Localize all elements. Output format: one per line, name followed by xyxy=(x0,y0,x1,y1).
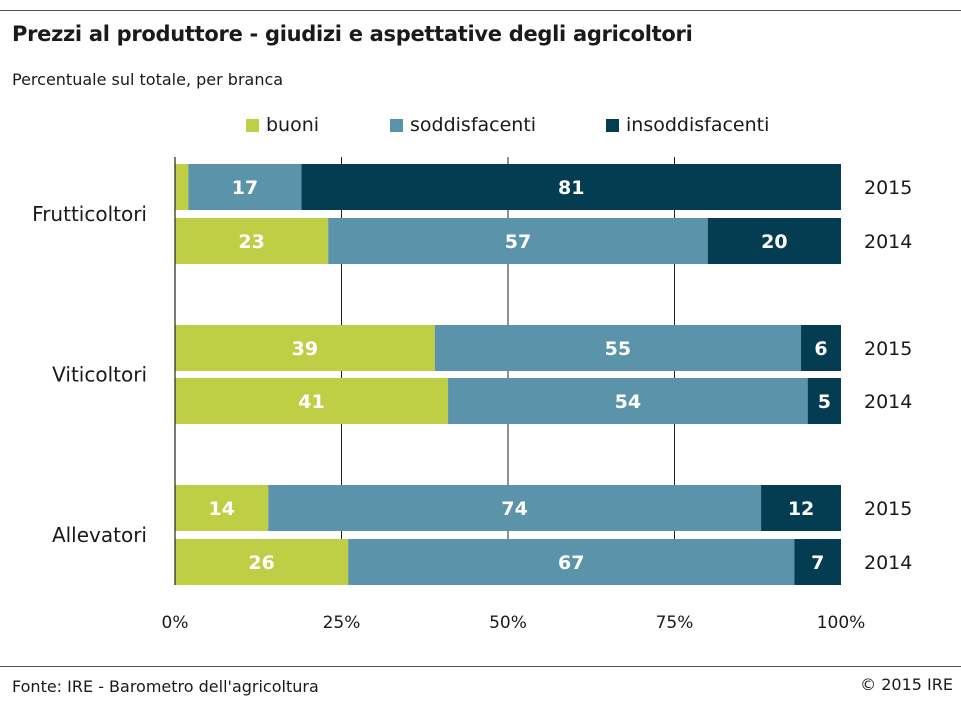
category-label: Viticoltori xyxy=(52,363,147,387)
data-label: 74 xyxy=(501,498,527,520)
copyright-note: © 2015 IRE xyxy=(860,675,953,694)
x-tick-label: 0% xyxy=(162,613,189,633)
legend-item-insoddisfacenti: insoddisfacenti xyxy=(606,114,769,136)
bar-segment-soddisfacenti xyxy=(348,539,795,585)
bar-segment-insoddisfacenti xyxy=(301,164,841,210)
year-label: 2015 xyxy=(864,177,912,199)
legend-label-insoddisfacenti: insoddisfacenti xyxy=(626,114,770,136)
data-label: 12 xyxy=(788,498,814,520)
year-label: 2015 xyxy=(864,498,912,520)
data-label: 20 xyxy=(761,231,787,253)
data-label: 39 xyxy=(292,338,318,360)
bar-segment-buoni xyxy=(175,218,329,264)
top-rule xyxy=(0,10,961,11)
chart-title: Prezzi al produttore - giudizi e aspetta… xyxy=(12,22,693,46)
legend-label-soddisfacenti: soddisfacenti xyxy=(410,114,537,136)
x-tick-label: 100% xyxy=(817,613,866,633)
x-tick-label: 25% xyxy=(323,613,361,633)
bar-segment-soddisfacenti xyxy=(448,378,808,424)
data-label: 7 xyxy=(811,552,824,574)
bar-segment-buoni xyxy=(175,485,269,531)
year-label: 2014 xyxy=(864,231,912,253)
data-label: 81 xyxy=(558,177,584,199)
bar-segment-insoddisfacenti xyxy=(761,485,841,531)
category-label: Allevatori xyxy=(52,523,147,547)
x-tick-label: 75% xyxy=(656,613,694,633)
bar-segment-insoddisfacenti xyxy=(707,218,841,264)
legend-item-soddisfacenti: soddisfacenti xyxy=(390,114,536,136)
data-label: 23 xyxy=(238,231,264,253)
category-label: Frutticoltori xyxy=(32,202,147,226)
bar-segment-buoni xyxy=(175,164,189,210)
legend: buoni soddisfacenti insoddisfacenti xyxy=(0,114,961,136)
bottom-rule xyxy=(0,666,961,667)
bar-segment-soddisfacenti xyxy=(188,164,302,210)
data-label: 26 xyxy=(248,552,274,574)
bar-segment-buoni xyxy=(175,539,349,585)
chart-subtitle: Percentuale sul totale, per branca xyxy=(12,70,284,89)
bar-segment-buoni xyxy=(175,325,435,371)
data-label: 67 xyxy=(558,552,584,574)
bar-segment-insoddisfacenti xyxy=(807,378,841,424)
data-label: 41 xyxy=(298,391,324,413)
data-label: 6 xyxy=(814,338,827,360)
legend-swatch-insoddisfacenti xyxy=(606,118,619,132)
bar-segment-insoddisfacenti xyxy=(801,325,841,371)
bar-segment-buoni xyxy=(175,378,449,424)
x-tick-label: 50% xyxy=(489,613,527,633)
data-label: 57 xyxy=(505,231,531,253)
legend-swatch-soddisfacenti xyxy=(390,118,403,132)
data-label: 14 xyxy=(208,498,234,520)
year-label: 2014 xyxy=(864,552,912,574)
data-label: 54 xyxy=(615,391,641,413)
bar-segment-soddisfacenti xyxy=(434,325,802,371)
year-label: 2014 xyxy=(864,391,912,413)
source-note: Fonte: IRE - Barometro dell'agricoltura xyxy=(12,677,319,696)
legend-label-buoni: buoni xyxy=(266,114,320,136)
bar-segment-soddisfacenti xyxy=(328,218,708,264)
bar-segment-insoddisfacenti xyxy=(794,539,841,585)
data-label: 17 xyxy=(232,177,258,199)
data-label: 5 xyxy=(818,391,831,413)
legend-swatch-buoni xyxy=(246,118,259,132)
year-label: 2015 xyxy=(864,338,912,360)
legend-item-buoni: buoni xyxy=(246,114,319,136)
data-label: 55 xyxy=(605,338,631,360)
bar-segment-soddisfacenti xyxy=(268,485,762,531)
